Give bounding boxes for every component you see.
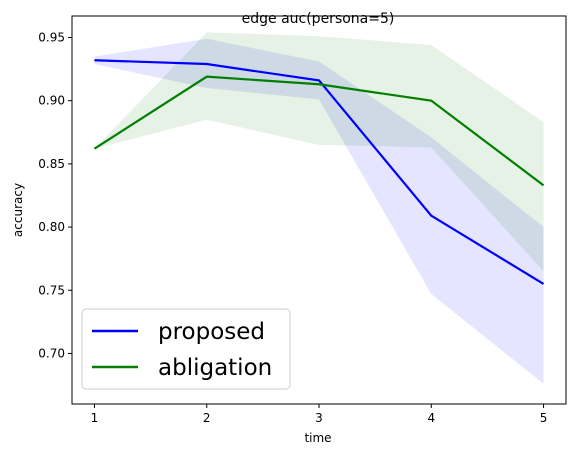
legend-label-abligation: abligation <box>158 355 272 381</box>
y-tick-label: 0.85 <box>38 157 65 171</box>
y-tick-label: 0.95 <box>38 30 65 44</box>
y-tick-label: 0.80 <box>38 220 65 234</box>
y-axis: 0.70 0.75 0.80 0.85 0.90 0.95 <box>38 30 72 360</box>
x-tick-label: 4 <box>427 411 435 425</box>
y-tick-label: 0.70 <box>38 346 65 360</box>
legend-label-proposed: proposed <box>158 319 265 345</box>
legend: proposed abligation <box>82 309 290 389</box>
chart-title: edge auc(persona=5) <box>242 11 395 27</box>
y-tick-label: 0.75 <box>38 283 65 297</box>
x-tick-label: 5 <box>540 411 548 425</box>
x-tick-label: 2 <box>203 411 211 425</box>
x-axis: 1 2 3 4 5 <box>91 404 548 425</box>
x-tick-label: 3 <box>315 411 323 425</box>
y-tick-label: 0.90 <box>38 94 65 108</box>
y-axis-label: accuracy <box>11 183 25 237</box>
x-tick-label: 1 <box>91 411 99 425</box>
x-axis-label: time <box>304 431 331 445</box>
